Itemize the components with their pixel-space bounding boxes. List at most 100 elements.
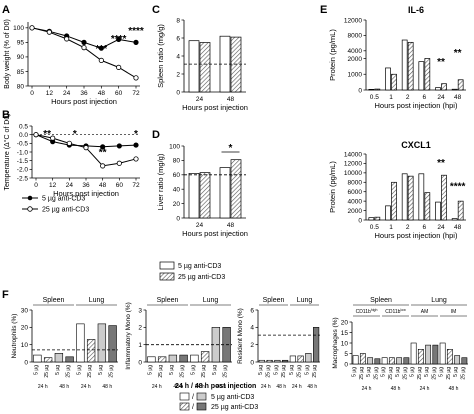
panel-b-significance: * <box>73 129 77 140</box>
panel-a-x-tick-label: 36 <box>80 90 88 97</box>
panel-f-macrophages-bar <box>410 342 417 365</box>
panel-e-cxcl1-y-tick-label: 14000 <box>344 151 362 158</box>
panel-f-macrophages-y-tick-label: 5 <box>344 351 348 358</box>
panel-f-macrophages-bar <box>359 353 366 365</box>
panel-e-il6-bar-5ug <box>385 67 391 91</box>
panel-f-resident-mono-time-label: 48 h <box>307 384 317 390</box>
panel-f-neutrophils-x-tick-label: 25 µg <box>44 365 50 378</box>
panel-f-inflammatory-mono-group-label: Lung <box>203 297 219 304</box>
panel-d-x-tick-label: 48 <box>227 222 235 229</box>
panel-c-y-tick-label: 8 <box>176 17 180 24</box>
panel-f-neutrophils-x-tick-label: 5 µg <box>33 365 39 375</box>
panel-e-cxcl1-bar-25ug <box>391 181 397 221</box>
panel-label-e: E <box>320 4 327 16</box>
panel-f-neutrophils-y-tick-label: 20 <box>21 325 29 332</box>
panel-b-significance: ** <box>99 147 107 158</box>
panel-e-il6-x-tick-label: 6 <box>423 94 427 101</box>
panel-a-point-25ug <box>116 64 122 70</box>
panel-f-inflammatory-mono-y-tick-label: 2 <box>138 325 142 332</box>
panel-f-macrophages-x-tick-label: 25 µg <box>388 367 394 380</box>
panel-d-bar-25ug <box>230 159 242 219</box>
panel-f-neutrophils-y-tick-label: 30 <box>21 307 29 314</box>
panel-d-y-label: Liver ratio (mg/g) <box>156 153 165 210</box>
panel-f-neutrophils-group-label: Spleen <box>43 297 65 304</box>
legend-marker-5ug <box>27 195 33 201</box>
panel-e-cxcl1-significance: ** <box>437 158 445 169</box>
panel-f-macrophages-bar <box>417 348 424 365</box>
legend-bottom-swatch-5-24 <box>179 392 190 401</box>
legend-line: 5 µg anti-CD3 25 µg anti-CD3 <box>22 196 89 214</box>
panel-f-macrophages-subgroup-label: CD11blow <box>385 308 406 315</box>
panel-f-neutrophils-bar <box>54 353 64 363</box>
panel-f-macrophages-x-tick-label: 25 µg <box>359 367 365 380</box>
panel-e-il6-bar-5ug <box>418 61 425 91</box>
panel-f-macrophages-x-tick-label: 5 µg <box>453 367 459 377</box>
panel-f-macrophages-bar <box>425 344 432 365</box>
panel-e-il6-y-tick-label: 8000 <box>348 33 363 40</box>
panel-f-resident-mono-x-tick-label: 5 µg <box>273 365 279 375</box>
panel-f-neutrophils-x-tick-label: 25 µg <box>87 365 93 378</box>
panel-e-cxcl1-x-tick-label: 0.5 <box>370 224 379 231</box>
panel-f-neutrophils-time-label: 24 h <box>38 384 48 390</box>
panel-f-neutrophils-x-tick-label: 5 µg <box>98 365 104 375</box>
panel-b-x-tick-label: 60 <box>116 182 124 189</box>
panel-f-macrophages-bar <box>374 358 381 365</box>
panel-e-cxcl1-y-tick-label: 6000 <box>348 189 363 196</box>
panel-a-point-5ug <box>116 36 122 43</box>
panel-c-x-tick-label: 48 <box>227 96 235 103</box>
panel-e-cxcl1-x-tick-label: 24 <box>437 224 445 231</box>
panel-a-y-tick-label: 95 <box>17 40 25 47</box>
panel-b-x-label: Hours post injection <box>53 189 119 198</box>
panel-a-significance: *** <box>95 44 107 55</box>
panel-f-macrophages-bar <box>352 355 359 365</box>
panel-f-resident-mono-y-tick-label: 6 <box>250 307 254 314</box>
panel-a-point-5ug <box>81 39 87 45</box>
panel-b-x-tick-label: 24 <box>66 182 74 189</box>
panel-f-neutrophils-bar <box>43 357 53 363</box>
panel-f-resident-mono-x-tick-label: 5 µg <box>289 365 295 375</box>
panel-f-resident-mono-time-label: 24 h <box>292 384 302 390</box>
panel-f-inflammatory-mono-y-tick-label: 0 <box>138 359 142 366</box>
panel-f-neutrophils-x-tick-label: 25 µg <box>66 365 72 378</box>
panel-a-x-tick-label: 48 <box>98 90 106 97</box>
panel-e-cxcl1: CXCL1 0 2000 4000 6000 8000 10000 12000 14000 0.5… <box>328 140 466 240</box>
panel-f-inflammatory-mono-bar <box>200 351 210 363</box>
panel-e-cxcl1-y-tick-label: 0 <box>358 217 362 224</box>
panel-e-il6-x-tick-label: 48 <box>454 94 462 101</box>
panel-f-neutrophils-x-tick-label: 25 µg <box>109 365 115 378</box>
panel-f-resident-mono-y-tick-label: 2 <box>250 342 254 349</box>
panel-e-cxcl1-bar-5ug <box>418 173 425 221</box>
panel-d-y-tick-label: 20 <box>173 201 181 208</box>
panel-label-d: D <box>152 129 160 141</box>
panel-f-macrophages-time-label: 24 h <box>420 386 430 392</box>
legend-bar-label-25ug: 25 µg anti-CD3 <box>178 274 225 281</box>
panel-e-il6-significance: ** <box>454 48 462 59</box>
panel-label-f: F <box>2 289 9 301</box>
panel-e-cxcl1-y-tick-label: 2000 <box>348 208 363 215</box>
panel-e-cxcl1-y-tick-label: 10000 <box>344 170 362 177</box>
panel-b-y-label: Temperature (Δ°C of D0) <box>3 113 11 190</box>
panel-f-inflammatory-mono-x-tick-label: 25 µg <box>158 365 164 378</box>
panel-f-macrophages-bar <box>461 357 468 365</box>
panel-f-neutrophils-bar <box>108 325 117 363</box>
panel-f-macrophages-y-tick-label: 0 <box>344 361 348 368</box>
panel-f-neutrophils-time-label: 24 h <box>81 384 91 390</box>
panel-a-x-tick-label: 12 <box>46 90 54 97</box>
panel-f-macrophages-group-label: Lung <box>431 297 447 304</box>
panel-f-inflammatory-mono-time-label: 48 h <box>216 384 226 390</box>
legend-bottom-label-25ug: 25 µg anti-CD3 <box>211 404 258 411</box>
panel-f-macrophages-y-tick-label: 20 <box>341 319 349 326</box>
panel-c-x-tick-label: 24 <box>196 96 204 103</box>
panel-b-x-tick-label: 12 <box>49 182 57 189</box>
panel-d-bar-5ug <box>219 167 231 219</box>
panel-e-cxcl1-bar-25ug <box>441 174 447 221</box>
panel-a-point-25ug <box>64 36 70 42</box>
panel-e-cxcl1-y-tick-label: 12000 <box>344 161 362 168</box>
panel-e-il6-x-tick-label: 0.5 <box>370 94 379 101</box>
panel-d-y-tick-label: 60 <box>173 172 181 179</box>
panel-f-macrophages-x-tick-label: 5 µg <box>424 367 430 377</box>
panel-e-il6-bar-5ug <box>435 87 441 91</box>
